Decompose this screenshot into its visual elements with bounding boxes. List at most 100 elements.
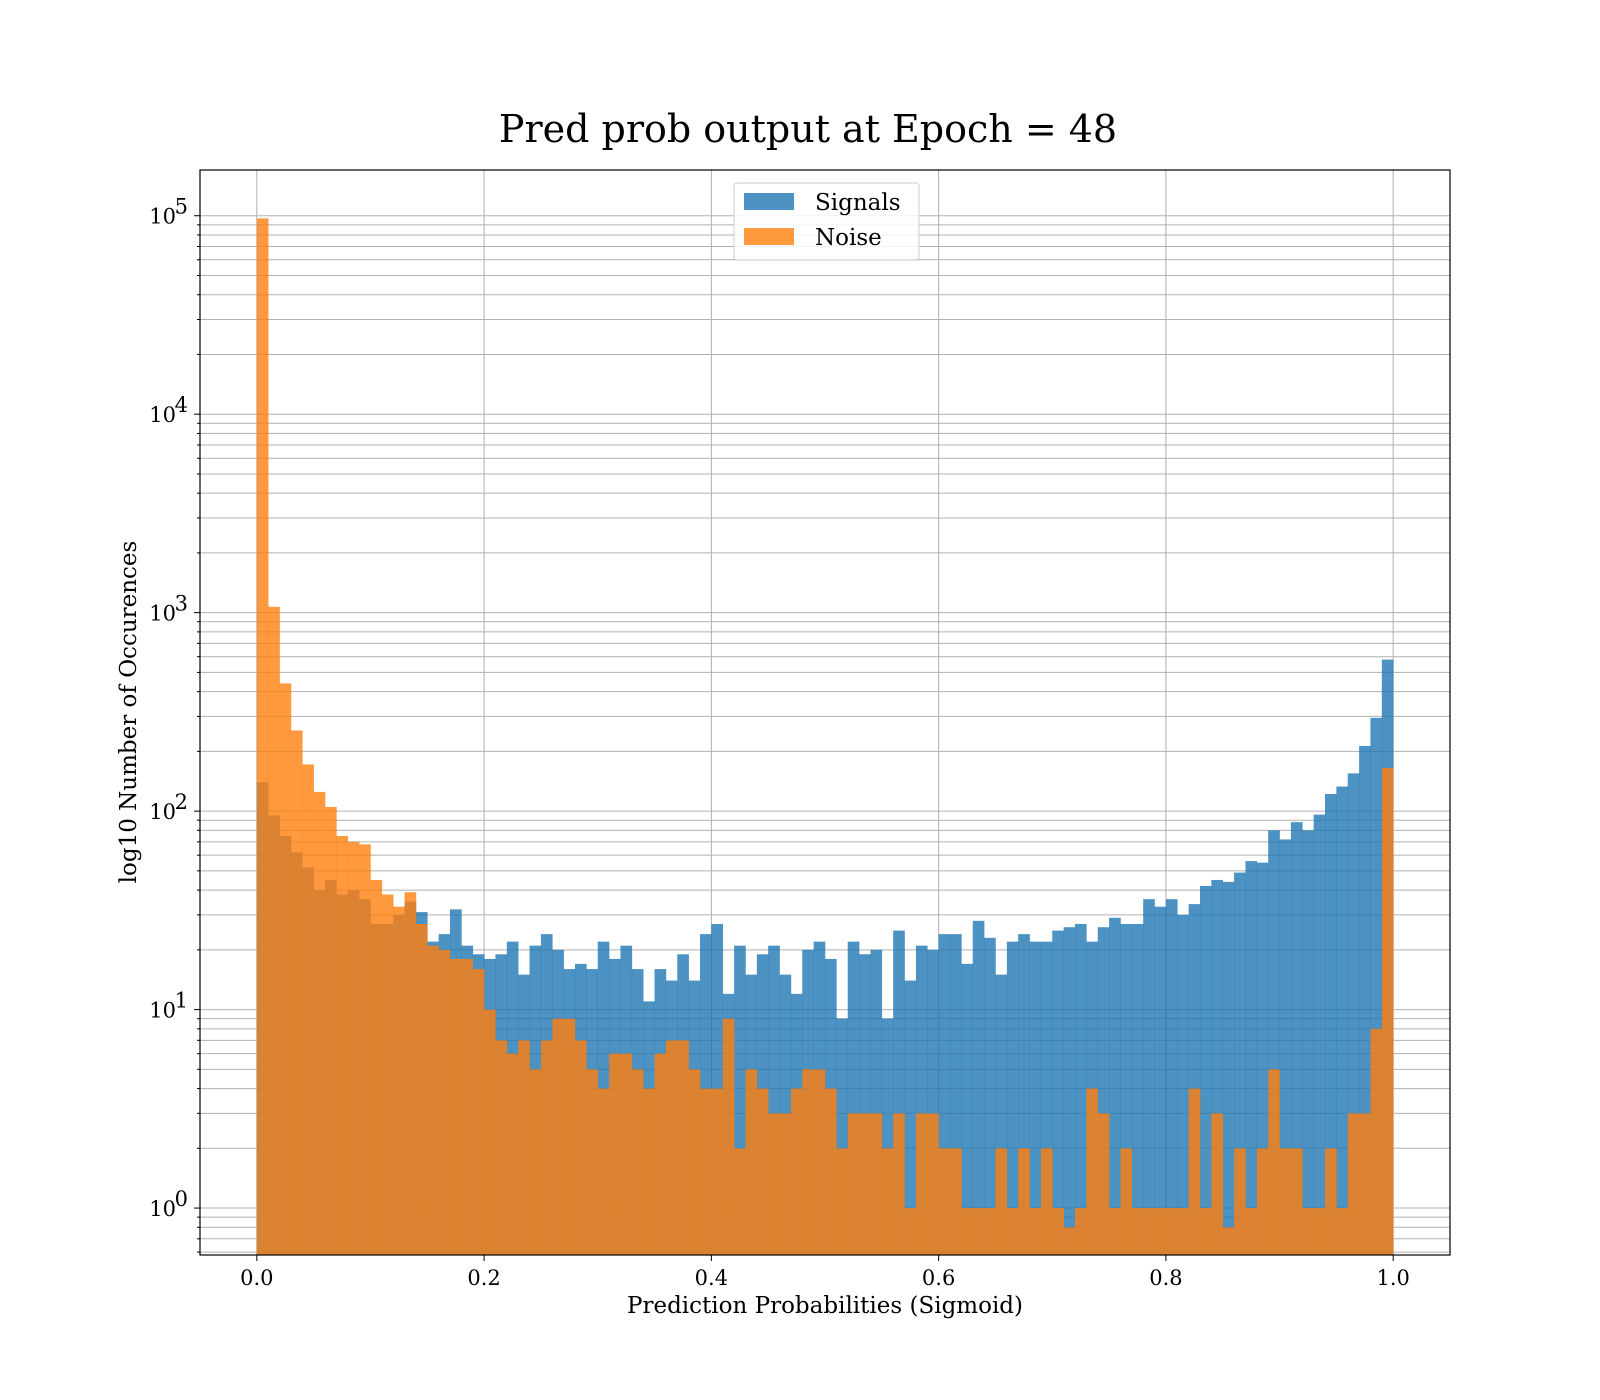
bar-signals-92 [1302, 830, 1314, 1255]
bar-noise-18 [461, 958, 474, 1255]
bar-noise-62 [961, 1208, 974, 1255]
legend-swatch-signals [744, 193, 794, 210]
bar-noise-74 [1097, 1113, 1110, 1255]
bar-signals-98 [1370, 717, 1383, 1255]
y-tick-exponent: 1 [175, 989, 188, 1013]
bar-noise-29 [586, 1069, 599, 1255]
bar-noise-6 [325, 806, 337, 1255]
bar-noise-5 [313, 791, 326, 1255]
bar-signals-85 [1222, 881, 1235, 1255]
bar-noise-57 [904, 1208, 917, 1255]
x-tick-label: 1.0 [1376, 1266, 1409, 1290]
bar-noise-83 [1200, 1208, 1212, 1255]
bar-noise-88 [1256, 1148, 1269, 1255]
bar-signals-59 [927, 949, 939, 1255]
bar-signals-75 [1109, 917, 1121, 1255]
bar-noise-58 [915, 1113, 928, 1255]
bar-signals-82 [1188, 904, 1201, 1255]
bar-noise-21 [495, 1040, 508, 1255]
bar-signals-90 [1279, 839, 1292, 1255]
bar-noise-32 [620, 1053, 633, 1255]
bar-noise-22 [506, 1053, 519, 1255]
bar-noise-85 [1222, 1227, 1235, 1255]
bar-noise-60 [938, 1148, 951, 1255]
bar-signals-97 [1359, 745, 1371, 1255]
y-tick-label: 10 [149, 403, 176, 427]
bar-signals-60 [938, 934, 951, 1255]
y-tick-exponent: 4 [175, 393, 188, 417]
bar-signals-93 [1313, 814, 1326, 1255]
bar-noise-52 [847, 1113, 860, 1255]
bar-noise-46 [779, 1113, 792, 1255]
bar-noise-68 [1029, 1208, 1042, 1255]
bar-signals-57 [904, 980, 917, 1255]
bar-noise-24 [529, 1069, 542, 1255]
bar-noise-76 [1120, 1148, 1133, 1255]
bar-noise-14 [415, 923, 428, 1255]
bar-noise-11 [381, 894, 394, 1255]
bar-signals-56 [893, 930, 905, 1255]
plot-frame [199, 169, 1451, 1256]
bar-noise-53 [859, 1113, 871, 1255]
bar-noise-64 [984, 1208, 996, 1255]
bar-noise-34 [643, 1088, 655, 1255]
bar-noise-19 [472, 969, 485, 1255]
bar-noise-41 [722, 1018, 735, 1255]
bar-noise-89 [1268, 1069, 1280, 1255]
bar-noise-17 [450, 958, 462, 1255]
legend-label-signals: Signals [815, 190, 901, 216]
bar-noise-82 [1188, 1088, 1201, 1255]
bar-noise-80 [1165, 1208, 1178, 1255]
y-tick-label: 10 [149, 1197, 176, 1221]
bar-noise-1 [268, 606, 280, 1255]
bar-signals-70 [1052, 930, 1064, 1255]
y-tick-label: 10 [149, 602, 176, 626]
bar-noise-47 [790, 1088, 803, 1255]
bar-signals-80 [1165, 899, 1178, 1255]
bar-signals-91 [1290, 822, 1303, 1255]
bar-noise-35 [654, 1053, 667, 1255]
y-tick-exponent: 5 [175, 195, 188, 219]
bar-signals-83 [1200, 885, 1212, 1255]
bar-noise-73 [1086, 1088, 1099, 1255]
bar-noise-8 [347, 841, 360, 1255]
bar-signals-95 [1336, 786, 1349, 1255]
bar-noise-79 [1154, 1208, 1167, 1255]
bar-noise-87 [1245, 1208, 1258, 1255]
bar-noise-10 [370, 879, 383, 1255]
bar-noise-71 [1063, 1227, 1076, 1255]
bar-noise-93 [1313, 1208, 1326, 1255]
bar-signals-45 [768, 945, 780, 1255]
bar-signals-81 [1177, 914, 1189, 1255]
bar-noise-26 [552, 1018, 564, 1255]
bar-signals-72 [1075, 923, 1087, 1255]
bar-noise-56 [893, 1113, 905, 1255]
bar-signals-65 [995, 974, 1008, 1255]
y-tick-exponent: 0 [175, 1187, 188, 1211]
bar-noise-27 [563, 1018, 576, 1255]
bar-noise-91 [1290, 1148, 1303, 1255]
bar-signals-87 [1245, 861, 1258, 1255]
bar-noise-43 [745, 1069, 758, 1255]
bar-noise-97 [1359, 1113, 1371, 1255]
bar-noise-66 [1006, 1208, 1019, 1255]
bar-signals-94 [1325, 793, 1337, 1255]
bar-noise-38 [688, 1069, 701, 1255]
bar-signals-77 [1131, 923, 1144, 1255]
bar-signals-42 [734, 945, 746, 1255]
bar-signals-69 [1040, 941, 1053, 1255]
y-tick-exponent: 2 [175, 790, 188, 814]
bar-signals-86 [1234, 872, 1246, 1255]
bar-noise-92 [1302, 1208, 1314, 1255]
bar-noise-40 [711, 1088, 724, 1255]
x-tick-label: 0.4 [695, 1266, 728, 1290]
bar-noise-69 [1040, 1148, 1053, 1255]
bar-noise-30 [597, 1088, 610, 1255]
bar-signals-89 [1268, 830, 1280, 1255]
bar-noise-81 [1177, 1208, 1189, 1255]
bar-noise-72 [1075, 1208, 1087, 1255]
bar-noise-86 [1234, 1148, 1246, 1255]
legend-label-noise: Noise [815, 225, 882, 251]
bar-noise-94 [1325, 1148, 1337, 1255]
